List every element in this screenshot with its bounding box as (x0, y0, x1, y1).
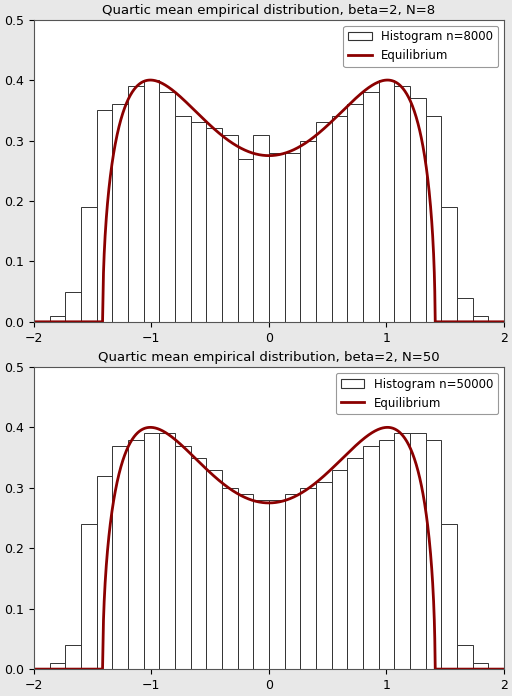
Bar (378, 80, 394, 322)
Legend: Histogram n=8000, Equilibrium: Histogram n=8000, Equilibrium (344, 26, 498, 67)
Bar (238, 159, 253, 322)
Bar (143, 434, 159, 669)
Bar (81, 207, 97, 322)
Bar (97, 111, 112, 322)
Bar (332, 116, 347, 322)
Bar (441, 524, 457, 669)
Bar (332, 470, 347, 669)
Bar (285, 494, 300, 669)
Bar (175, 116, 190, 322)
Bar (441, 207, 457, 322)
Title: Quartic mean empirical distribution, beta=2, N=50: Quartic mean empirical distribution, bet… (98, 351, 440, 365)
Bar (159, 93, 175, 322)
Bar (65, 292, 81, 322)
Bar (394, 86, 410, 322)
Bar (206, 129, 222, 322)
Bar (457, 298, 473, 322)
Bar (363, 93, 378, 322)
Bar (269, 500, 285, 669)
Bar (238, 494, 253, 669)
Bar (473, 663, 488, 669)
Bar (175, 445, 190, 669)
Bar (222, 134, 238, 322)
Bar (300, 488, 316, 669)
Legend: Histogram n=50000, Equilibrium: Histogram n=50000, Equilibrium (336, 373, 498, 414)
Bar (269, 152, 285, 322)
Bar (425, 116, 441, 322)
Bar (316, 122, 332, 322)
Bar (65, 645, 81, 669)
Bar (473, 316, 488, 322)
Bar (285, 152, 300, 322)
Bar (347, 458, 363, 669)
Bar (425, 440, 441, 669)
Bar (50, 316, 65, 322)
Bar (410, 98, 425, 322)
Bar (394, 434, 410, 669)
Bar (253, 500, 269, 669)
Bar (143, 80, 159, 322)
Bar (410, 434, 425, 669)
Bar (190, 122, 206, 322)
Bar (316, 482, 332, 669)
Bar (378, 440, 394, 669)
Bar (159, 434, 175, 669)
Bar (253, 134, 269, 322)
Bar (112, 445, 128, 669)
Bar (347, 104, 363, 322)
Bar (190, 458, 206, 669)
Bar (128, 86, 143, 322)
Bar (206, 470, 222, 669)
Bar (97, 476, 112, 669)
Bar (128, 440, 143, 669)
Bar (81, 524, 97, 669)
Bar (300, 141, 316, 322)
Bar (222, 488, 238, 669)
Title: Quartic mean empirical distribution, beta=2, N=8: Quartic mean empirical distribution, bet… (102, 4, 435, 17)
Bar (50, 663, 65, 669)
Bar (457, 645, 473, 669)
Bar (363, 445, 378, 669)
Bar (112, 104, 128, 322)
